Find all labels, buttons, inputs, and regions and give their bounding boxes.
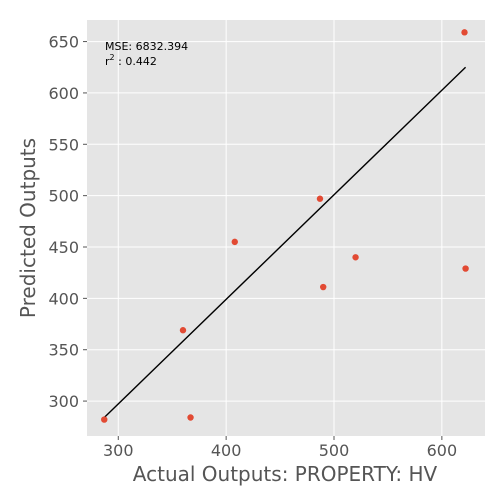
r2-prefix: r — [105, 55, 110, 68]
data-point — [320, 283, 327, 291]
mse-annotation: MSE: 6832.394 — [105, 40, 188, 53]
data-point — [179, 327, 187, 334]
r2-value: : 0.442 — [115, 55, 157, 68]
x-tick-label: 300 — [103, 441, 134, 460]
data-point — [101, 416, 108, 423]
r2-exponent: 2 — [110, 53, 115, 62]
y-tick-label: 500 — [48, 187, 79, 206]
x-axis-label: Actual Outputs: PROPERTY: HV — [133, 462, 438, 486]
y-axis-ticks: 300 350 400 450 500 550 600 650 — [48, 33, 87, 411]
data-point — [316, 195, 324, 202]
y-axis-label: Predicted Outputs — [16, 138, 40, 318]
fit-line — [103, 66, 467, 419]
y-tick-label: 350 — [48, 341, 79, 360]
data-point — [462, 265, 469, 272]
plot-background — [87, 20, 485, 436]
data-point — [187, 414, 194, 421]
r2-annotation: r2 : 0.442 — [105, 53, 157, 68]
data-point — [231, 238, 238, 246]
data-point — [461, 29, 468, 36]
y-tick-label: 400 — [48, 289, 79, 308]
data-point — [352, 254, 359, 261]
y-tick-label: 550 — [48, 135, 79, 154]
grid-lines — [87, 20, 485, 436]
y-tick-label: 300 — [48, 392, 79, 411]
x-tick-label: 400 — [211, 441, 242, 460]
x-tick-label: 600 — [427, 441, 458, 460]
y-tick-label: 650 — [48, 33, 79, 52]
y-tick-label: 600 — [48, 84, 79, 103]
y-tick-label: 450 — [48, 238, 79, 257]
x-axis-ticks: 300 400 500 600 — [103, 436, 457, 460]
data-points — [101, 29, 469, 423]
x-tick-label: 500 — [319, 441, 350, 460]
